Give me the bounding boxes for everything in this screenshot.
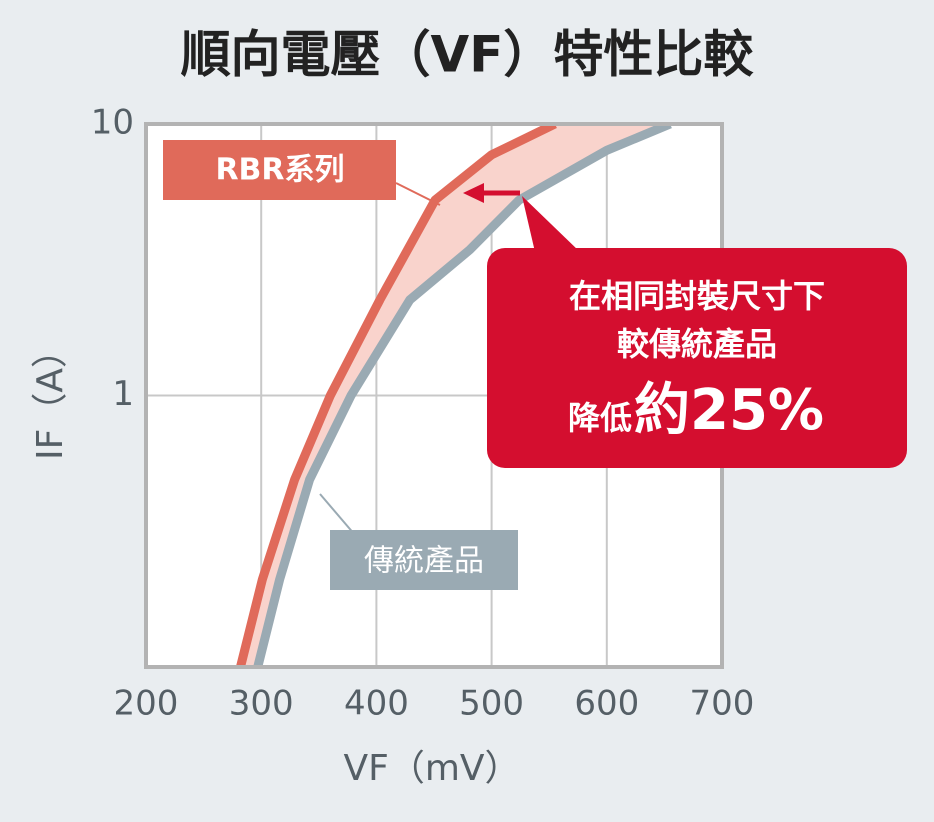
callout-text: 較傳統產品 xyxy=(617,325,777,363)
series-label-box xyxy=(330,530,518,590)
y-tick-label: 10 xyxy=(91,103,134,143)
x-tick-label: 700 xyxy=(690,684,755,724)
connector xyxy=(319,493,356,536)
ticks: 200 300 400 500 600 700 1 10 xyxy=(91,103,755,724)
x-tick-label: 200 xyxy=(114,684,179,724)
x-tick-label: 600 xyxy=(574,684,639,724)
x-axis-label: VF（mV） xyxy=(343,748,520,789)
connector xyxy=(395,182,441,206)
series-line xyxy=(253,124,672,667)
callout: 在相同封裝尺寸下 較傳統產品 降低 約25% xyxy=(487,196,907,468)
callout-tail xyxy=(522,196,580,252)
curves xyxy=(236,124,672,667)
callout-box xyxy=(487,248,907,468)
callout-emphasis: 約25% xyxy=(634,378,824,443)
series-line xyxy=(236,124,557,667)
x-tick-label: 300 xyxy=(229,684,294,724)
series-label: RBR系列 xyxy=(215,153,344,188)
callout-text: 降低 xyxy=(568,399,632,437)
x-tick-label: 500 xyxy=(459,684,524,724)
band-fill xyxy=(240,124,671,667)
chart-title: 順向電壓（VF）特性比較 xyxy=(181,26,755,84)
arrow-head xyxy=(463,183,484,203)
y-axis-label: IF（A） xyxy=(30,332,71,460)
series-label-box xyxy=(163,140,396,200)
callout-text: 在相同封裝尺寸下 xyxy=(569,277,825,315)
series-label: 傳統產品 xyxy=(364,544,484,579)
y-tick-label: 1 xyxy=(112,374,134,414)
x-tick-label: 400 xyxy=(344,684,409,724)
